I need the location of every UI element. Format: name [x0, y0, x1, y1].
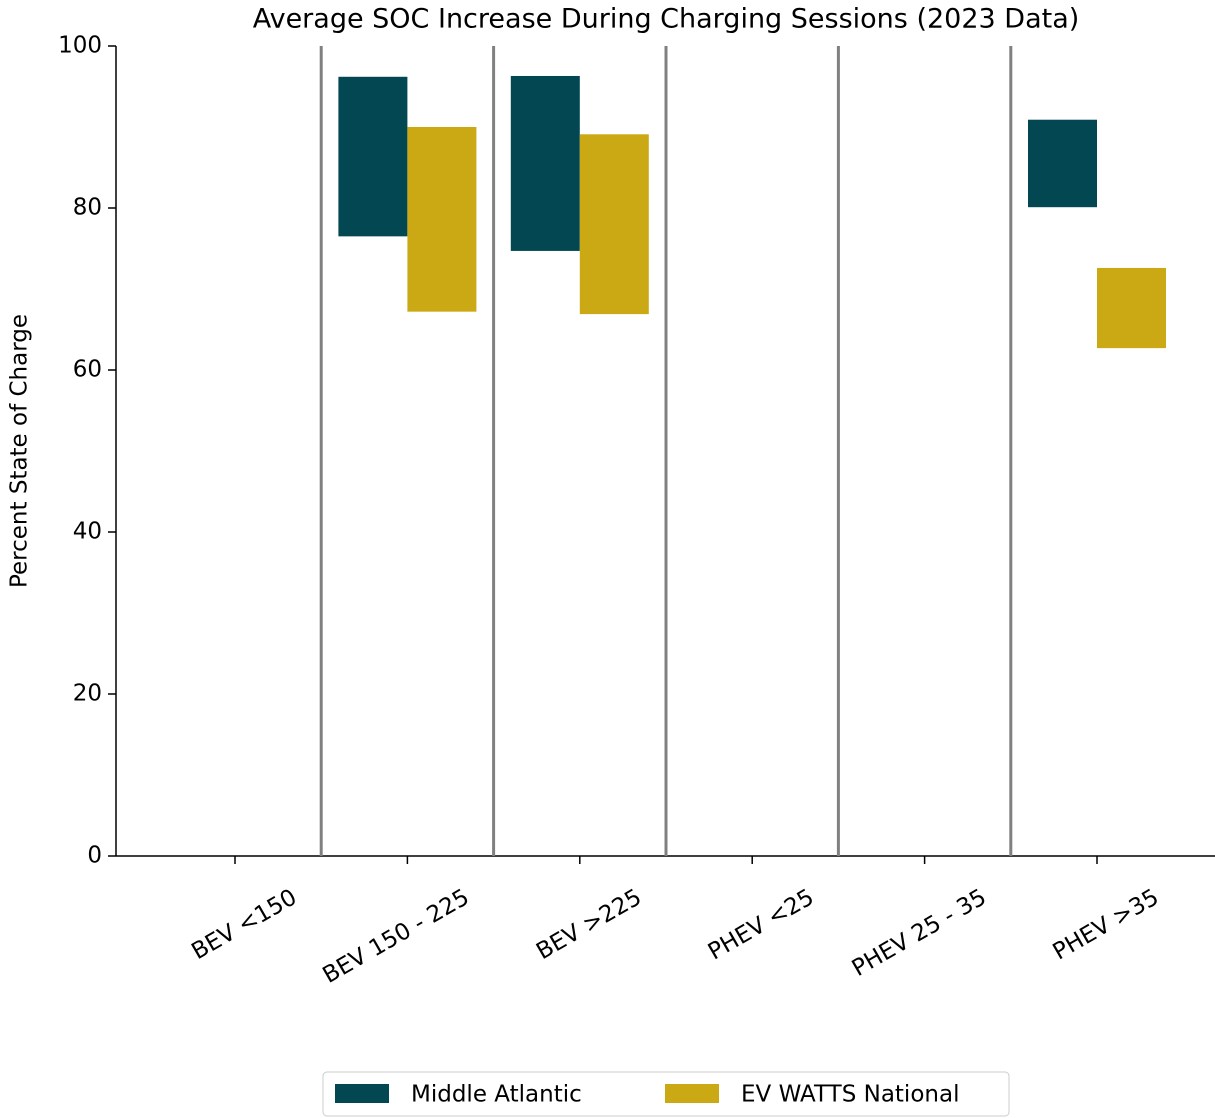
x-tick-label: PHEV <25	[704, 884, 819, 965]
bar	[1097, 267, 1166, 349]
bar	[510, 75, 580, 251]
bar	[579, 134, 649, 315]
y-tick-label: 80	[73, 195, 102, 221]
y-tick-label: 100	[58, 33, 102, 59]
legend-swatch	[335, 1084, 389, 1103]
x-tick-label: BEV 150 - 225	[319, 884, 474, 989]
bar	[338, 76, 408, 237]
x-tick-label: BEV <150	[187, 884, 301, 965]
x-tick-label: BEV >225	[532, 884, 646, 965]
legend-swatch	[665, 1084, 719, 1103]
y-tick-label: 20	[73, 681, 102, 707]
x-tick-label: PHEV 25 - 35	[848, 884, 991, 982]
bar	[1028, 119, 1097, 208]
x-tick-label: PHEV >35	[1049, 884, 1164, 965]
chart-title: Average SOC Increase During Charging Ses…	[253, 4, 1080, 35]
y-tick-label: 40	[73, 519, 102, 545]
bar	[407, 127, 477, 312]
y-tick-label: 0	[87, 843, 102, 869]
y-axis-label: Percent State of Charge	[7, 314, 33, 588]
y-tick-label: 60	[73, 357, 102, 383]
legend-label: Middle Atlantic	[411, 1082, 582, 1108]
legend-label: EV WATTS National	[741, 1082, 959, 1108]
